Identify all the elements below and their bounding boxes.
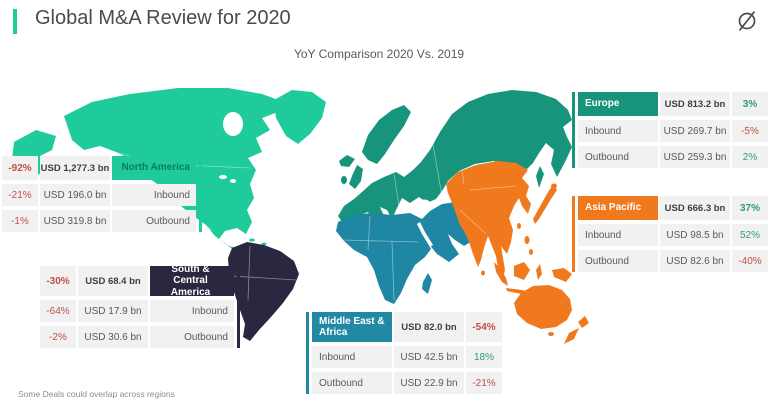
mea-total-value: USD 82.0 bn bbox=[394, 312, 464, 342]
map-scandinavia bbox=[362, 105, 411, 164]
middle-east-africa-table: Middle East & Africa USD 82.0 bn -54% In… bbox=[306, 312, 504, 398]
map-iceland bbox=[339, 155, 355, 167]
asia-pacific-table: Asia Pacific USD 666.3 bn 37% Inbound US… bbox=[572, 196, 768, 276]
eu-inbound-yoy: -5% bbox=[732, 120, 768, 142]
na-inbound-label: Inbound bbox=[112, 184, 196, 206]
sca-total-value: USD 68.4 bn bbox=[78, 266, 148, 296]
na-inbound-yoy: -21% bbox=[2, 184, 38, 206]
eu-total-yoy: 3% bbox=[732, 92, 768, 116]
sca-outbound-label: Outbound bbox=[150, 326, 234, 348]
map-region-asia bbox=[446, 161, 531, 278]
map-hudson-bay bbox=[223, 112, 243, 136]
map-region-south-america bbox=[228, 242, 299, 341]
ap-outbound-label: Outbound bbox=[578, 250, 658, 272]
na-inbound-value: USD 196.0 bn bbox=[40, 184, 110, 206]
footnote: Some Deals could overlap across regions bbox=[18, 389, 175, 399]
map-sri-lanka bbox=[481, 270, 485, 276]
map-uk bbox=[349, 165, 363, 189]
map-australia bbox=[514, 285, 572, 329]
map-black-sea bbox=[418, 199, 430, 207]
sca-inbound-yoy: -64% bbox=[40, 300, 76, 322]
sca-outbound-yoy: -2% bbox=[40, 326, 76, 348]
eu-accent-bar bbox=[572, 92, 575, 168]
map-new-zealand bbox=[564, 328, 579, 344]
page-title: Global M&A Review for 2020 bbox=[35, 7, 291, 29]
eu-inbound-value: USD 269.7 bn bbox=[660, 120, 730, 142]
ap-region-label: Asia Pacific bbox=[578, 196, 658, 220]
sca-region-label: South & Central America bbox=[150, 264, 234, 298]
eu-region-label: Europe bbox=[578, 92, 658, 116]
map-sakhalin bbox=[536, 166, 544, 188]
map-taiwan bbox=[517, 223, 521, 229]
map-philippines bbox=[524, 236, 530, 244]
north-america-table: -92% USD 1,277.3 bn North America -21% U… bbox=[2, 156, 202, 236]
map-great-lakes bbox=[230, 179, 236, 183]
map-greenland bbox=[274, 90, 326, 144]
map-new-zealand bbox=[578, 316, 589, 328]
map-madagascar bbox=[422, 273, 432, 294]
map-sumatra bbox=[494, 262, 508, 286]
map-borneo bbox=[514, 262, 530, 280]
eu-outbound-value: USD 259.3 bn bbox=[660, 146, 730, 168]
na-total-value: USD 1,277.3 bn bbox=[40, 156, 110, 180]
ap-total-yoy: 37% bbox=[732, 196, 768, 220]
ap-inbound-label: Inbound bbox=[578, 224, 658, 246]
map-japan bbox=[533, 185, 557, 224]
subtitle: YoY Comparison 2020 Vs. 2019 bbox=[293, 47, 465, 61]
mea-outbound-value: USD 22.9 bn bbox=[394, 372, 464, 394]
eu-inbound-label: Inbound bbox=[578, 120, 658, 142]
map-philippines bbox=[529, 249, 533, 255]
sca-inbound-value: USD 17.9 bn bbox=[78, 300, 148, 322]
map-region-europe-russia bbox=[338, 90, 572, 230]
mea-outbound-label: Outbound bbox=[312, 372, 392, 394]
ap-total-value: USD 666.3 bn bbox=[660, 196, 730, 220]
ap-inbound-value: USD 98.5 bn bbox=[660, 224, 730, 246]
sca-inbound-label: Inbound bbox=[150, 300, 234, 322]
sca-outbound-value: USD 30.6 bn bbox=[78, 326, 148, 348]
mea-inbound-value: USD 42.5 bn bbox=[394, 346, 464, 368]
map-great-lakes bbox=[219, 175, 227, 179]
mea-total-yoy: -54% bbox=[466, 312, 502, 342]
mea-accent-bar bbox=[306, 312, 309, 394]
sca-total-yoy: -30% bbox=[40, 266, 76, 296]
mea-outbound-yoy: -21% bbox=[466, 372, 502, 394]
map-ireland bbox=[341, 176, 347, 184]
na-region-label: North America bbox=[112, 156, 196, 180]
mea-inbound-yoy: 18% bbox=[466, 346, 502, 368]
eu-total-value: USD 813.2 bn bbox=[660, 92, 730, 116]
circle-slash-logo-icon bbox=[738, 10, 756, 32]
map-sulawesi bbox=[536, 264, 542, 280]
ap-inbound-yoy: 52% bbox=[732, 224, 768, 246]
map-hokkaido bbox=[551, 183, 557, 189]
map-caribbean bbox=[261, 242, 267, 246]
na-outbound-yoy: -1% bbox=[2, 210, 38, 232]
map-new-guinea bbox=[552, 268, 572, 282]
map-red-sea bbox=[417, 222, 433, 247]
na-outbound-label: Outbound bbox=[112, 210, 196, 232]
europe-table: Europe USD 813.2 bn 3% Inbound USD 269.7… bbox=[572, 92, 768, 172]
map-region-africa-middle-east bbox=[336, 202, 482, 304]
south-central-america-table: -30% USD 68.4 bn South & Central America… bbox=[40, 264, 240, 352]
eu-outbound-yoy: 2% bbox=[732, 146, 768, 168]
ap-accent-bar bbox=[572, 196, 575, 272]
ap-outbound-value: USD 82.6 bn bbox=[660, 250, 730, 272]
eu-outbound-label: Outbound bbox=[578, 146, 658, 168]
na-outbound-value: USD 319.8 bn bbox=[40, 210, 110, 232]
ap-outbound-yoy: -40% bbox=[732, 250, 768, 272]
sca-accent-bar bbox=[237, 266, 240, 348]
map-tasmania bbox=[548, 332, 554, 336]
map-caribbean bbox=[249, 238, 255, 242]
na-accent-bar bbox=[199, 156, 202, 232]
mea-region-label: Middle East & Africa bbox=[312, 312, 392, 342]
title-accent-bar bbox=[13, 9, 17, 34]
na-total-yoy: -92% bbox=[2, 156, 38, 180]
mea-inbound-label: Inbound bbox=[312, 346, 392, 368]
